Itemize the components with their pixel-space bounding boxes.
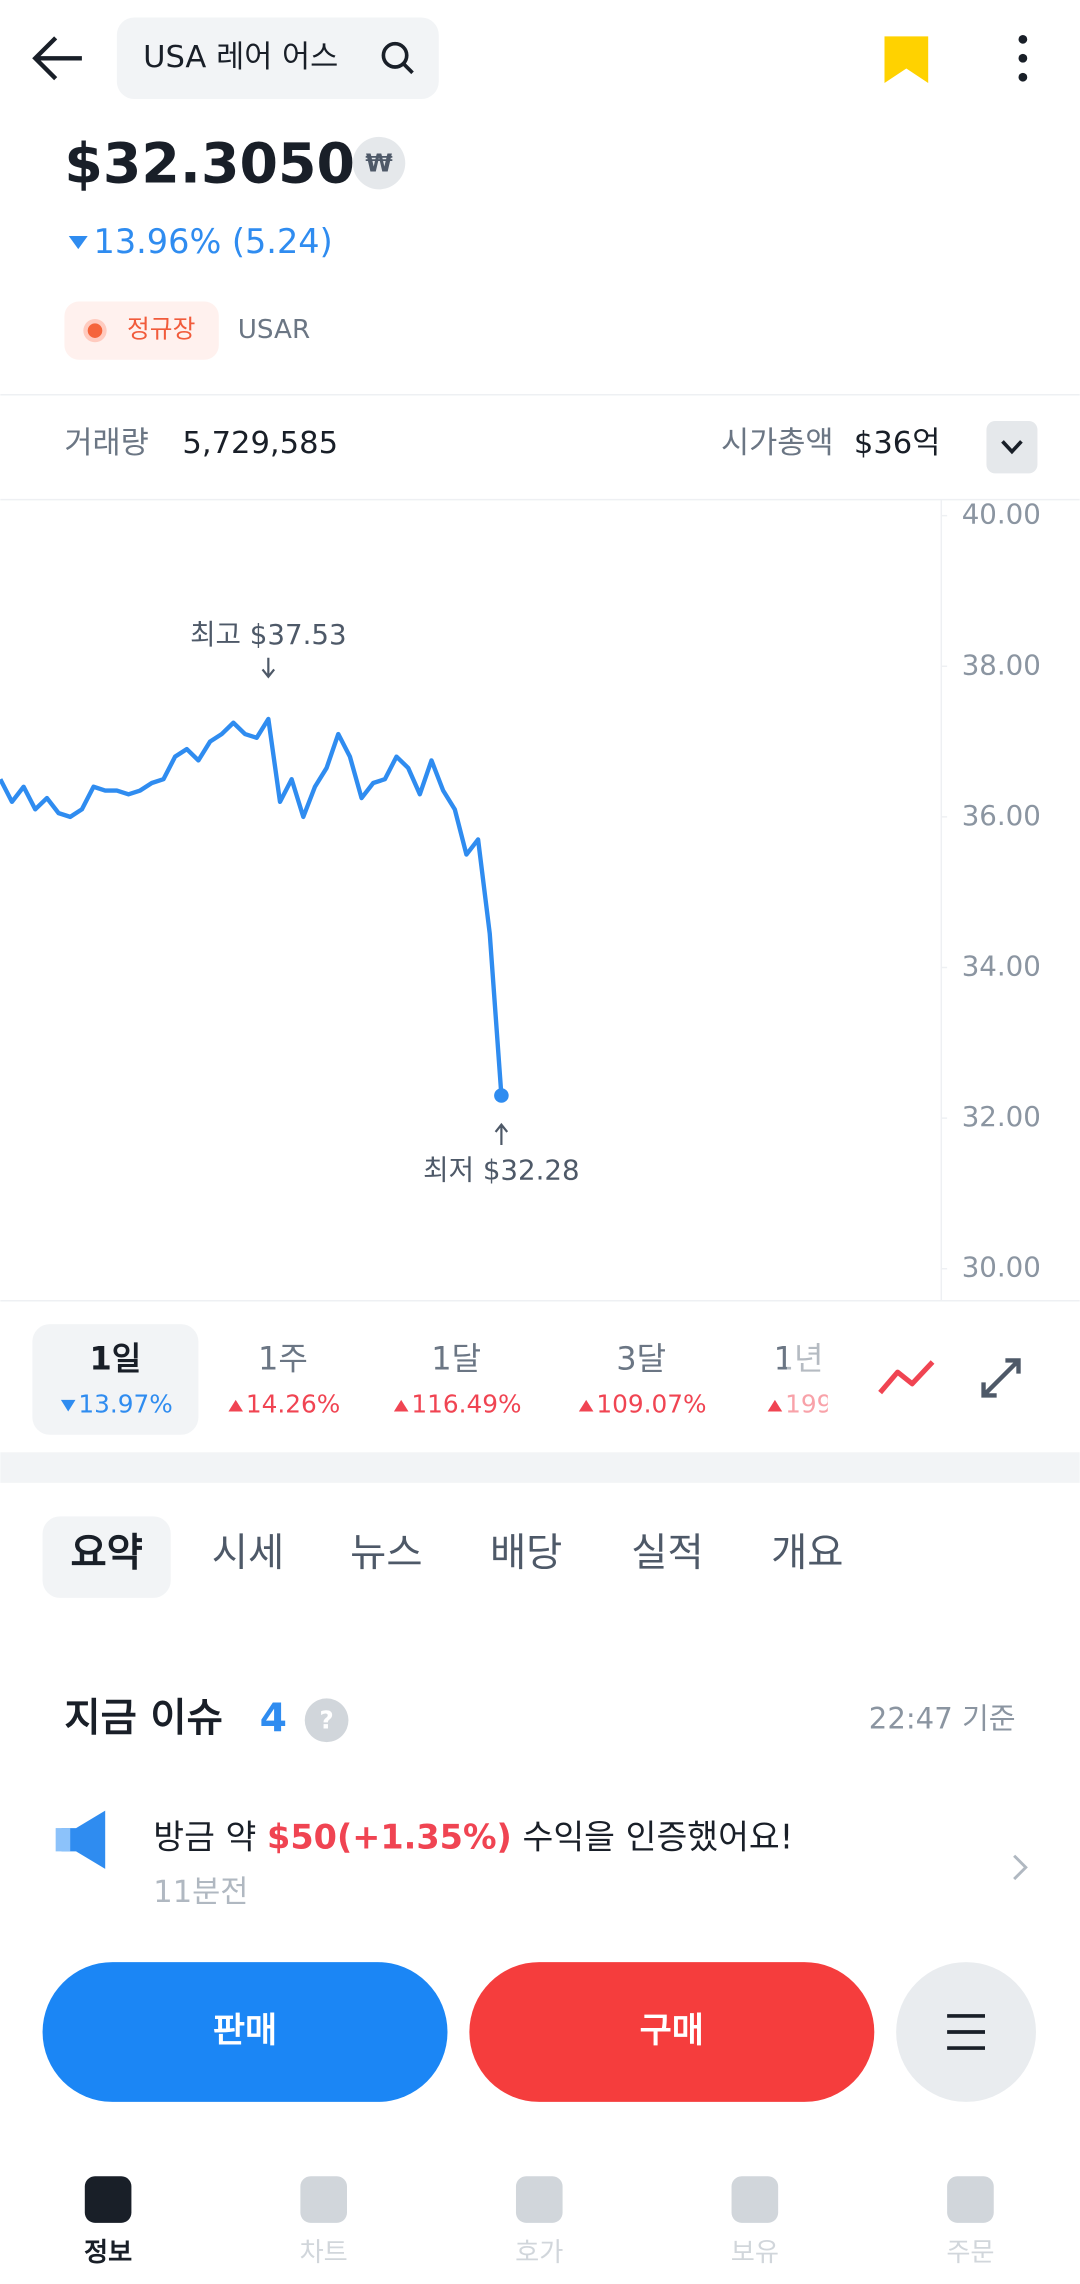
y-tick-label: 30.00 (962, 1251, 1041, 1284)
low-arrow (494, 1122, 509, 1146)
nav-label[interactable]: 보유 (731, 2238, 779, 2268)
y-tick-label: 32.00 (962, 1100, 1041, 1133)
low-label: 최저 $32.28 (423, 1153, 579, 1186)
news-age: 11분전 (153, 1875, 248, 1910)
megaphone-icon (61, 1810, 106, 1869)
volume: 5,729,585 (182, 426, 338, 461)
news-suffix: 수익을 인증했어요! (512, 1817, 793, 1856)
issue-time: 22:47 기준 (869, 1701, 1016, 1735)
sell-button[interactable] (42, 1962, 448, 2102)
high-arrow (261, 657, 276, 679)
tab-selected (42, 1516, 171, 1598)
change-arrow (767, 1399, 783, 1412)
chevron (1001, 440, 1023, 455)
change-arrow (578, 1399, 594, 1412)
search-text: USA 레어 어스 (143, 40, 338, 75)
sell-label: 판매 (213, 2011, 277, 2051)
session-dot (87, 323, 103, 338)
tab[interactable]: 뉴스 (350, 1531, 422, 1576)
period-change: 14.26% (246, 1390, 340, 1419)
y-tick-label: 36.00 (962, 799, 1041, 832)
bottom-nav: 정보 차트 호가 보유 주문 (84, 2176, 995, 2268)
period-change: 13.97% (78, 1390, 172, 1419)
change-arrow (393, 1399, 409, 1412)
tab[interactable]: 배당 (490, 1531, 562, 1576)
market-cap-label: 시가총액 (721, 426, 834, 461)
volume-label: 거래량 (64, 426, 148, 461)
help-icon[interactable] (304, 1698, 349, 1743)
period-label[interactable]: 1주 (258, 1339, 308, 1377)
period-label[interactable]: 1일 (90, 1339, 142, 1377)
buy-label: 구매 (640, 2011, 704, 2051)
search-icon (402, 62, 414, 75)
nav-icon[interactable] (515, 2176, 563, 2223)
change-arrow (228, 1399, 243, 1412)
nav-icon[interactable] (947, 2176, 994, 2223)
session-badge (64, 301, 219, 360)
currency-toggle[interactable] (352, 136, 406, 190)
back-button[interactable] (32, 36, 82, 81)
tab[interactable]: 요약 (70, 1531, 142, 1576)
market-cap: $36억 (854, 426, 941, 461)
nav-icon[interactable] (300, 2176, 347, 2223)
change-arrow (60, 1399, 76, 1412)
down-arrow (68, 235, 88, 250)
help-mark: ? (319, 1706, 333, 1735)
expand-stats[interactable] (986, 420, 1038, 474)
period-change: 109.07% (596, 1390, 706, 1419)
nav-icon[interactable] (84, 2176, 132, 2223)
section-gap (0, 1452, 1080, 1483)
fullscreen-button[interactable] (981, 1358, 1021, 1398)
period-label[interactable]: 3달 (616, 1339, 666, 1377)
menu-icon (947, 2014, 986, 2050)
period-label[interactable]: 1달 (431, 1339, 481, 1377)
nav-label[interactable]: 호가 (515, 2238, 563, 2268)
price-line (0, 716, 504, 1096)
news-prefix: 방금 약 (153, 1817, 267, 1856)
period-change: 116.49% (411, 1390, 521, 1419)
high-label: 최고 $37.53 (190, 618, 346, 651)
nav-label[interactable]: 주문 (946, 2238, 994, 2268)
chevron-right (1013, 1854, 1028, 1881)
price-change: 13.96% (5.24) (94, 222, 333, 261)
tab[interactable]: 시세 (212, 1531, 284, 1576)
y-tick-label: 38.00 (962, 648, 1041, 681)
chart-type-button[interactable] (878, 1360, 935, 1395)
nav-label[interactable]: 차트 (300, 2238, 348, 2268)
y-tick-label: 34.00 (962, 949, 1041, 982)
more-menu[interactable] (1018, 34, 1028, 82)
price: $32.3050 (64, 133, 355, 197)
period-selected (32, 1324, 199, 1435)
chart: 40.00 38.00 36.00 34.00 32.00 30.00 최저 $32.28 최… (0, 498, 1041, 1284)
tabs: 요약 시세 뉴스 배당 실적 개요 (70, 1531, 843, 1576)
currency-symbol: ₩ (365, 149, 392, 178)
nav-label[interactable]: 정보 (84, 2238, 132, 2268)
fade (786, 1318, 828, 1435)
tab[interactable]: 실적 (631, 1531, 703, 1576)
buy-button[interactable] (469, 1962, 875, 2102)
news-amount: $50(+1.35%) (267, 1817, 512, 1856)
tab[interactable]: 개요 (771, 1531, 843, 1576)
bookmark[interactable] (884, 36, 929, 84)
news-text[interactable]: 방금 약 $50(+1.35%) 수익을 인증했어요! (153, 1817, 793, 1856)
megaphone-icon (55, 1828, 71, 1852)
last-point (494, 1088, 509, 1103)
session-label: 정규장 (127, 315, 195, 344)
nav-icon[interactable] (731, 2176, 779, 2223)
issue-count: 4 (260, 1696, 287, 1741)
search-box[interactable] (116, 17, 439, 100)
y-tick-label: 40.00 (962, 498, 1041, 531)
ticker: USAR (238, 315, 310, 345)
search-icon (381, 41, 409, 69)
issue-title: 지금 이슈 (64, 1696, 222, 1741)
